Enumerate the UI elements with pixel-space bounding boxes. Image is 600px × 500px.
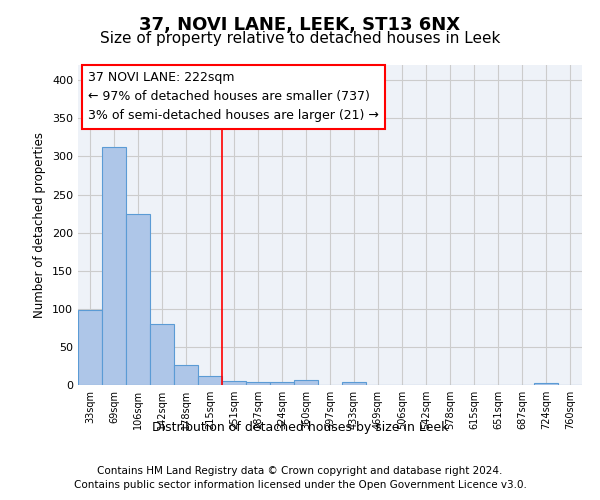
Text: 37 NOVI LANE: 222sqm
← 97% of detached houses are smaller (737)
3% of semi-detac: 37 NOVI LANE: 222sqm ← 97% of detached h… [88,72,379,122]
Y-axis label: Number of detached properties: Number of detached properties [34,132,46,318]
Bar [78,310,102,385]
Bar [246,382,270,385]
Text: Distribution of detached houses by size in Leek: Distribution of detached houses by size … [152,421,448,434]
Bar [150,324,174,385]
Bar [126,214,150,385]
Text: 37, NOVI LANE, LEEK, ST13 6NX: 37, NOVI LANE, LEEK, ST13 6NX [139,16,461,34]
Bar [222,381,246,385]
Text: Contains public sector information licensed under the Open Government Licence v3: Contains public sector information licen… [74,480,526,490]
Text: Size of property relative to detached houses in Leek: Size of property relative to detached ho… [100,31,500,46]
Bar [534,382,558,385]
Bar [270,382,294,385]
Bar [198,376,222,385]
Bar [102,148,126,385]
Bar [174,365,198,385]
Bar [294,380,318,385]
Text: Contains HM Land Registry data © Crown copyright and database right 2024.: Contains HM Land Registry data © Crown c… [97,466,503,476]
Bar [342,382,366,385]
